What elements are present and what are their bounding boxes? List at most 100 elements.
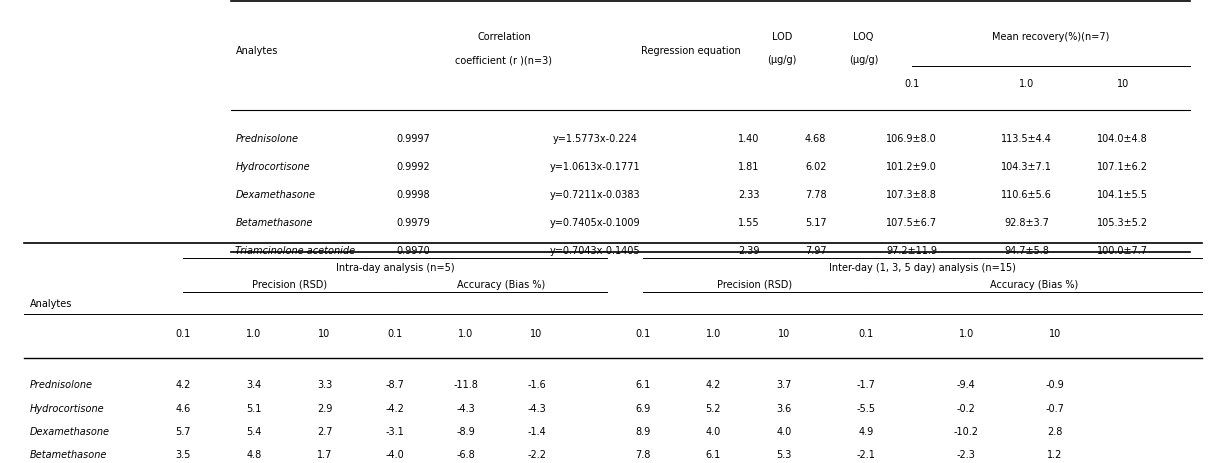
Text: -0.2: -0.2 xyxy=(957,403,976,413)
Text: 7.78: 7.78 xyxy=(805,189,827,200)
Text: -8.7: -8.7 xyxy=(386,379,404,389)
Text: LOD: LOD xyxy=(772,32,793,42)
Text: 2.9: 2.9 xyxy=(317,403,333,413)
Text: -2.3: -2.3 xyxy=(957,450,976,459)
Text: 0.9992: 0.9992 xyxy=(396,162,430,172)
Text: 0.9970: 0.9970 xyxy=(396,245,430,255)
Text: 10: 10 xyxy=(778,328,790,338)
Text: (μg/g): (μg/g) xyxy=(767,55,796,65)
Text: Prednisolone: Prednisolone xyxy=(236,134,299,144)
Text: LOQ: LOQ xyxy=(853,32,874,42)
Text: 3.6: 3.6 xyxy=(776,403,792,413)
Text: 0.9997: 0.9997 xyxy=(396,134,430,144)
Text: 107.3±8.8: 107.3±8.8 xyxy=(886,189,937,200)
Text: 0.9979: 0.9979 xyxy=(396,217,430,227)
Text: 3.3: 3.3 xyxy=(317,379,333,389)
Text: 1.81: 1.81 xyxy=(738,162,759,172)
Text: 4.8: 4.8 xyxy=(246,450,261,459)
Text: 4.0: 4.0 xyxy=(776,426,792,436)
Text: -4.2: -4.2 xyxy=(386,403,404,413)
Text: 5.2: 5.2 xyxy=(705,403,721,413)
Text: -11.8: -11.8 xyxy=(454,379,478,389)
Text: -5.5: -5.5 xyxy=(857,403,875,413)
Text: 6.1: 6.1 xyxy=(705,450,721,459)
Text: 104.0±4.8: 104.0±4.8 xyxy=(1097,134,1148,144)
Text: 101.2±9.0: 101.2±9.0 xyxy=(886,162,937,172)
Text: 5.1: 5.1 xyxy=(246,403,261,413)
Text: Betamethasone: Betamethasone xyxy=(236,217,313,227)
Text: 5.7: 5.7 xyxy=(176,426,191,436)
Text: 3.7: 3.7 xyxy=(776,379,792,389)
Text: 94.7±5.8: 94.7±5.8 xyxy=(1004,245,1049,255)
Text: 1.0: 1.0 xyxy=(458,328,473,338)
Text: 3.5: 3.5 xyxy=(176,450,191,459)
Text: -0.7: -0.7 xyxy=(1045,403,1065,413)
Text: 2.39: 2.39 xyxy=(738,245,759,255)
Text: -2.2: -2.2 xyxy=(527,450,546,459)
Text: 7.8: 7.8 xyxy=(635,450,651,459)
Text: Intra-day analysis (n=5): Intra-day analysis (n=5) xyxy=(336,262,454,272)
Text: (μg/g): (μg/g) xyxy=(849,55,878,65)
Text: 6.1: 6.1 xyxy=(635,379,651,389)
Text: 4.9: 4.9 xyxy=(858,426,874,436)
Text: -4.3: -4.3 xyxy=(527,403,546,413)
Text: 104.1±5.5: 104.1±5.5 xyxy=(1097,189,1148,200)
Text: 4.0: 4.0 xyxy=(705,426,721,436)
Text: -8.9: -8.9 xyxy=(456,426,475,436)
Text: 100.0±7.7: 100.0±7.7 xyxy=(1097,245,1148,255)
Text: Hydrocortisone: Hydrocortisone xyxy=(30,403,104,413)
Text: y=1.0613x-0.1771: y=1.0613x-0.1771 xyxy=(550,162,641,172)
Text: 10: 10 xyxy=(318,328,330,338)
Text: 107.5±6.7: 107.5±6.7 xyxy=(886,217,937,227)
Text: Regression equation: Regression equation xyxy=(641,46,741,56)
Text: 3.4: 3.4 xyxy=(246,379,261,389)
Text: y=0.7211x-0.0383: y=0.7211x-0.0383 xyxy=(550,189,641,200)
Text: Triamcinolone acetonide: Triamcinolone acetonide xyxy=(236,245,356,255)
Text: 10: 10 xyxy=(1117,78,1129,88)
Text: 2.8: 2.8 xyxy=(1046,426,1062,436)
Text: 4.2: 4.2 xyxy=(705,379,721,389)
Text: Analytes: Analytes xyxy=(236,46,278,56)
Text: 106.9±8.0: 106.9±8.0 xyxy=(886,134,937,144)
Text: Precision (RSD): Precision (RSD) xyxy=(251,279,327,289)
Text: -6.8: -6.8 xyxy=(456,450,475,459)
Text: 4.2: 4.2 xyxy=(176,379,191,389)
Text: 6.02: 6.02 xyxy=(805,162,827,172)
Text: y=0.7043x-0.1405: y=0.7043x-0.1405 xyxy=(550,245,641,255)
Text: 2.7: 2.7 xyxy=(317,426,333,436)
Text: y=0.7405x-0.1009: y=0.7405x-0.1009 xyxy=(550,217,641,227)
Text: 10: 10 xyxy=(531,328,543,338)
Text: Inter-day (1, 3, 5 day) analysis (n=15): Inter-day (1, 3, 5 day) analysis (n=15) xyxy=(829,262,1016,272)
Text: 1.0: 1.0 xyxy=(959,328,974,338)
Text: -0.9: -0.9 xyxy=(1045,379,1063,389)
Text: Dexamethasone: Dexamethasone xyxy=(30,426,110,436)
Text: 1.0: 1.0 xyxy=(1019,78,1034,88)
Text: -1.4: -1.4 xyxy=(527,426,546,436)
Text: 1.2: 1.2 xyxy=(1046,450,1062,459)
Text: -4.0: -4.0 xyxy=(386,450,404,459)
Text: 105.3±5.2: 105.3±5.2 xyxy=(1097,217,1148,227)
Text: coefficient (r )(n=3): coefficient (r )(n=3) xyxy=(455,55,552,65)
Text: 110.6±5.6: 110.6±5.6 xyxy=(1002,189,1053,200)
Text: 1.55: 1.55 xyxy=(738,217,760,227)
Text: 4.68: 4.68 xyxy=(805,134,827,144)
Text: 7.97: 7.97 xyxy=(805,245,827,255)
Text: 0.1: 0.1 xyxy=(387,328,403,338)
Text: 10: 10 xyxy=(1049,328,1061,338)
Text: 0.1: 0.1 xyxy=(904,78,919,88)
Text: Analytes: Analytes xyxy=(30,298,73,308)
Text: -9.4: -9.4 xyxy=(957,379,976,389)
Text: 1.7: 1.7 xyxy=(317,450,333,459)
Text: 104.3±7.1: 104.3±7.1 xyxy=(1002,162,1053,172)
Text: 1.0: 1.0 xyxy=(705,328,721,338)
Text: 0.9998: 0.9998 xyxy=(396,189,430,200)
Text: -3.1: -3.1 xyxy=(386,426,404,436)
Text: 1.40: 1.40 xyxy=(738,134,759,144)
Text: -4.3: -4.3 xyxy=(456,403,475,413)
Text: Prednisolone: Prednisolone xyxy=(30,379,93,389)
Text: Correlation: Correlation xyxy=(477,32,531,42)
Text: -1.6: -1.6 xyxy=(527,379,546,389)
Text: 4.6: 4.6 xyxy=(176,403,191,413)
Text: 5.4: 5.4 xyxy=(246,426,261,436)
Text: 113.5±4.4: 113.5±4.4 xyxy=(1002,134,1053,144)
